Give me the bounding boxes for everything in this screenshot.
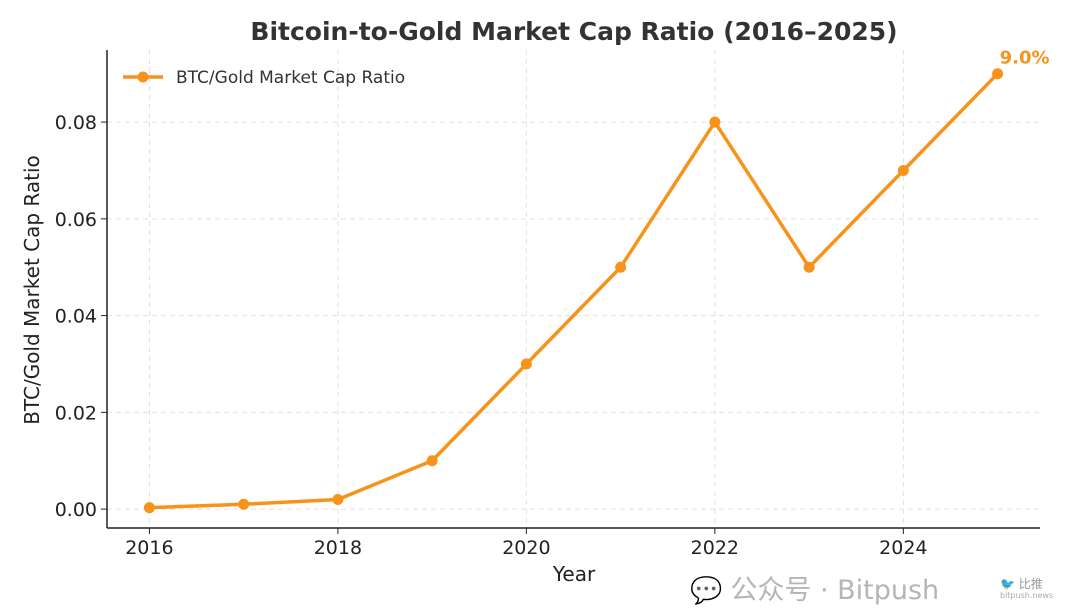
y-tick-label: 0.02 [55,402,97,424]
data-point [426,455,438,467]
legend: BTC/Gold Market Cap Ratio [123,68,405,88]
legend-label: BTC/Gold Market Cap Ratio [176,68,405,88]
data-point [238,498,250,510]
axes: 2016 2018 2020 2022 2024 0.00 0.02 0.04 0.06 0.08 [55,50,1040,559]
x-tick-label: 2024 [879,537,927,559]
series-line [149,72,999,510]
x-tick-label: 2020 [502,537,550,559]
legend-marker [137,71,149,83]
y-tick-label: 0.04 [55,306,97,328]
logo-text: 比推 [1018,577,1043,591]
watermark: 💬 公众号 · Bitpush [690,575,940,607]
data-point [143,502,155,514]
grid [107,50,1040,528]
y-axis-label: BTC/Gold Market Cap Ratio [20,155,44,425]
data-point [709,116,721,128]
x-tick-label: 2016 [125,537,173,559]
watermark-text: 公众号 · Bitpush [730,575,940,606]
x-tick-label: 2022 [691,537,739,559]
series [143,68,1004,514]
data-point [520,358,532,370]
y-tick-label: 0.00 [55,499,97,521]
data-point [803,261,815,273]
data-point [897,164,909,176]
x-axis-label: Year [552,562,596,586]
y-tick-label: 0.06 [55,209,97,231]
x-tick-label: 2018 [314,537,362,559]
watermark-logo: 🐦 比推 bitpush.news [1000,578,1053,601]
chart-title: Bitcoin-to-Gold Market Cap Ratio (2016–2… [250,17,897,46]
data-point [332,493,344,505]
logo-sub: bitpush.news [1000,591,1054,600]
y-tick-label: 0.08 [55,112,97,134]
data-point [992,68,1004,80]
bird-icon: 🐦 [1000,577,1015,591]
annotation-label: 9.0% [1000,48,1050,69]
wechat-icon: 💬 [690,576,723,606]
data-point [615,261,627,273]
